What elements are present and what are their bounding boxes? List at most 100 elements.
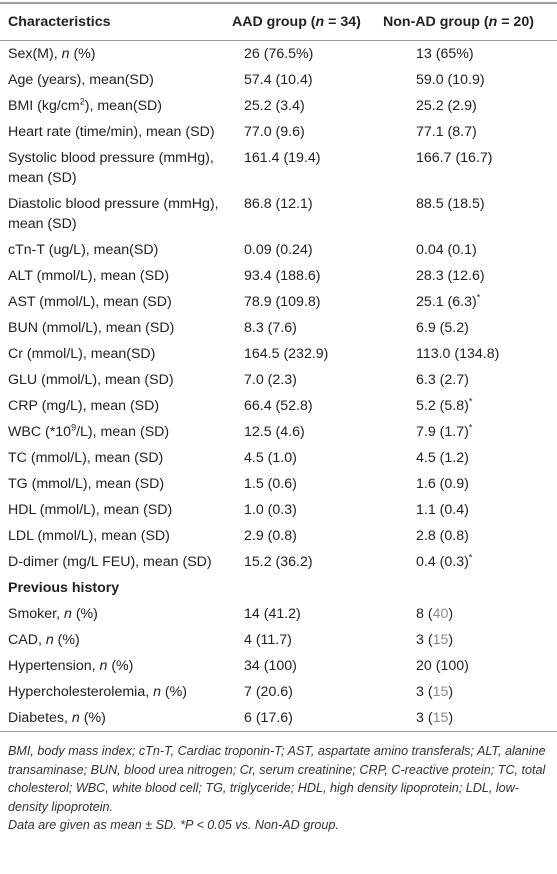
cell-value: 4.5 (1.0) xyxy=(244,450,297,466)
table-row: Diastolic blood pressure (mmHg), mean (S… xyxy=(0,191,557,237)
text-part: * xyxy=(468,552,473,563)
table-row: ALT (mmol/L), mean (SD) 93.4 (188.6) 28.3 … xyxy=(0,263,557,289)
text-part: * xyxy=(468,422,473,433)
text-part: (%) xyxy=(160,684,187,700)
cell-value: 25.2 (3.4) xyxy=(244,98,305,114)
text-part: WBC (*10 xyxy=(8,424,72,440)
text-part: 3 ( xyxy=(416,632,433,648)
row-label: HDL (mmol/L), mean (SD) xyxy=(8,502,173,518)
text-part: * xyxy=(468,396,473,407)
text-part: n xyxy=(45,632,54,648)
cell-value: 57.4 (10.4) xyxy=(244,72,313,88)
row-label: Hypercholesterolemia, n (%) xyxy=(0,679,232,705)
cell-value: 0.09 (0.24) xyxy=(244,242,313,258)
cell-value: 0.04 (0.1) xyxy=(416,242,477,258)
cell-value: 8.3 (7.6) xyxy=(244,320,297,336)
table-row: BMI (kg/cm2), mean(SD) 25.2 (3.4) 25.2 (2.… xyxy=(0,93,557,119)
cell-value: 78.9 (109.8) xyxy=(244,294,321,310)
row-label: Systolic blood pressure (mmHg), mean (SD… xyxy=(8,150,214,186)
row-label: LDL (mmol/L), mean (SD) xyxy=(8,528,170,544)
table-row: LDL (mmol/L), mean (SD) 2.9 (0.8) 2.8 (0.8… xyxy=(0,523,557,549)
cell-value: 3 (15) xyxy=(383,705,557,732)
table-row: D-dimer (mg/L FEU), mean (SD) 15.2 (36.2)… xyxy=(0,549,557,575)
cell-value: 14 (41.2) xyxy=(244,606,301,622)
table-row: CRP (mg/L), mean (SD) 66.4 (52.8) 5.2 (5.8… xyxy=(0,393,557,419)
column-header: AAD group (n = 34) xyxy=(232,3,383,41)
text-part: 25.1 (6.3) xyxy=(416,294,477,310)
row-label: Diastolic blood pressure (mmHg), mean (S… xyxy=(8,196,219,232)
table-row: HDL (mmol/L), mean (SD) 1.0 (0.3) 1.1 (0.4… xyxy=(0,497,557,523)
cell-value: 20 (100) xyxy=(416,658,469,674)
text-part: = 20) xyxy=(497,14,534,30)
row-label: Smoker, n (%) xyxy=(0,601,232,627)
section-row: Previous history xyxy=(0,575,557,601)
cell-value: 4 (11.7) xyxy=(244,632,292,648)
text-part: n xyxy=(71,710,80,726)
table-row: Heart rate (time/min), mean (SD) 77.0 (9.… xyxy=(0,119,557,145)
text-part: Smoker, xyxy=(8,606,64,622)
text-part: Sex(M), xyxy=(8,46,62,62)
row-label: cTn-T (ug/L), mean(SD) xyxy=(8,242,159,258)
cell-value: 93.4 (188.6) xyxy=(244,268,321,284)
table-row: cTn-T (ug/L), mean(SD) 0.09 (0.24) 0.04 (0… xyxy=(0,237,557,263)
row-label: WBC (*109/L), mean (SD) xyxy=(0,419,232,445)
row-label: ALT (mmol/L), mean (SD) xyxy=(8,268,170,284)
text-part: 0.4 (0.3) xyxy=(416,554,469,570)
text-part: 15 xyxy=(432,710,449,726)
column-header: Characteristics xyxy=(8,14,111,30)
row-label: D-dimer (mg/L FEU), mean (SD) xyxy=(8,554,212,570)
row-label: CRP (mg/L), mean (SD) xyxy=(8,398,160,414)
text-part: ) xyxy=(448,606,454,622)
row-label: Cr (mmol/L), mean(SD) xyxy=(8,346,156,362)
table-row: GLU (mmol/L), mean (SD) 7.0 (2.3) 6.3 (2.7… xyxy=(0,367,557,393)
cell-value: 6 (17.6) xyxy=(244,710,293,726)
row-label: AST (mmol/L), mean (SD) xyxy=(8,294,172,310)
text-part: n xyxy=(99,658,108,674)
row-label: Sex(M), n (%) xyxy=(0,41,232,68)
cell-value: 28.3 (12.6) xyxy=(416,268,485,284)
text-part: 3 ( xyxy=(416,684,433,700)
text-part: (%) xyxy=(69,46,96,62)
table-row: AST (mmol/L), mean (SD) 78.9 (109.8) 25.1 … xyxy=(0,289,557,315)
row-label: BMI (kg/cm2), mean(SD) xyxy=(0,93,232,119)
table-row: Hypercholesterolemia, n (%) 7 (20.6) 3 (15… xyxy=(0,679,557,705)
text-part: AAD group ( xyxy=(232,14,316,30)
text-part: 5.2 (5.8) xyxy=(416,398,469,414)
table-row: BUN (mmol/L), mean (SD) 8.3 (7.6) 6.9 (5.2… xyxy=(0,315,557,341)
cell-value: 1.1 (0.4) xyxy=(416,502,469,518)
text-part: 3 ( xyxy=(416,710,433,726)
text-part: ) xyxy=(448,710,454,726)
text-part: 40 xyxy=(432,606,449,622)
text-part: 15 xyxy=(432,632,449,648)
table-header: Characteristics AAD group (n = 34) Non-AD … xyxy=(0,3,557,41)
table-row: WBC (*109/L), mean (SD) 12.5 (4.6) 7.9 (1.… xyxy=(0,419,557,445)
table-row: Hypertension, n (%) 34 (100) 20 (100) xyxy=(0,653,557,679)
cell-value: 12.5 (4.6) xyxy=(244,424,305,440)
text-part: n xyxy=(315,14,325,30)
footnote: BMI, body mass index; cTn-T, Cardiac tro… xyxy=(8,744,546,814)
text-part: 8 ( xyxy=(416,606,433,622)
table-row: TC (mmol/L), mean (SD) 4.5 (1.0) 4.5 (1.2) xyxy=(0,445,557,471)
text-part: (%) xyxy=(71,606,98,622)
text-part: n xyxy=(61,46,70,62)
text-part: (%) xyxy=(53,632,80,648)
table-row: CAD, n (%) 4 (11.7) 3 (15) xyxy=(0,627,557,653)
cell-value: 2.8 (0.8) xyxy=(416,528,469,544)
cell-value: 86.8 (12.1) xyxy=(244,196,313,212)
cell-value: 8 (40) xyxy=(383,601,557,627)
text-part: 9 xyxy=(71,422,77,433)
cell-value: 5.2 (5.8)* xyxy=(383,393,557,419)
cell-value: 6.9 (5.2) xyxy=(416,320,469,336)
text-part: ) xyxy=(448,684,454,700)
text-part: BMI (kg/cm xyxy=(8,98,80,114)
column-header: Non-AD group (n = 20) xyxy=(383,3,557,41)
text-part: Hypercholesterolemia, xyxy=(8,684,154,700)
cell-value: 77.0 (9.6) xyxy=(244,124,305,140)
cell-value: 13 (65%) xyxy=(416,46,474,62)
cell-value: 88.5 (18.5) xyxy=(416,196,485,212)
cell-value: 66.4 (52.8) xyxy=(244,398,313,414)
row-label: CAD, n (%) xyxy=(0,627,232,653)
cell-value: 77.1 (8.7) xyxy=(416,124,477,140)
row-label: Hypertension, n (%) xyxy=(0,653,232,679)
